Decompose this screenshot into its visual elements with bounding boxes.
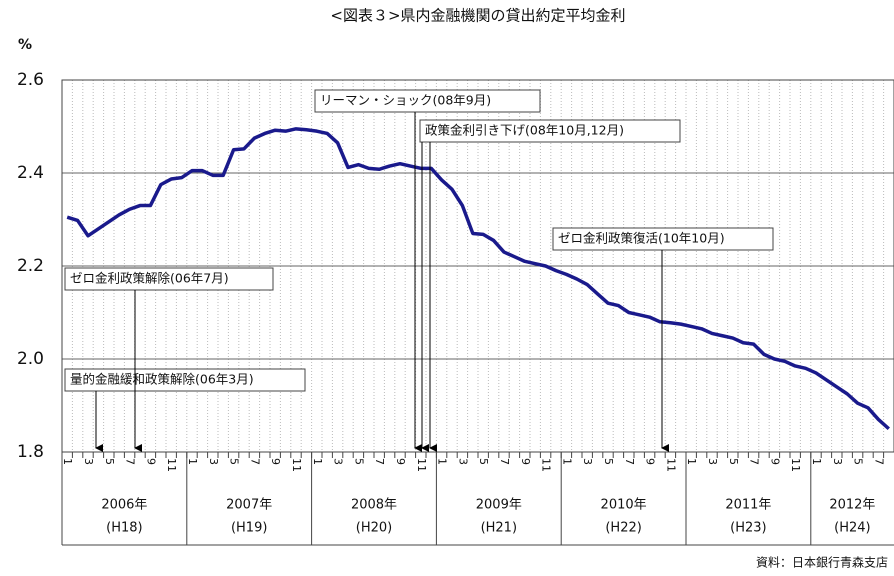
- annotation: 政策金利引き下げ(08年10月,12月): [425, 123, 624, 138]
- y-tick-label: 2.4: [17, 163, 44, 183]
- annotation-box: [64, 368, 306, 392]
- x-tick-label: 7: [124, 458, 137, 465]
- era-label: (H24): [834, 521, 870, 536]
- x-tick-label: 7: [373, 458, 386, 465]
- x-tick-label: 3: [831, 458, 844, 465]
- x-tick-label: 7: [748, 458, 761, 465]
- x-tick-label: 5: [228, 458, 241, 465]
- annotation-box: [552, 227, 774, 251]
- y-tick-label: 2.0: [17, 349, 44, 369]
- era-label: (H19): [231, 521, 267, 536]
- y-tick-label: 2.2: [17, 256, 44, 276]
- x-tick-label: 5: [852, 458, 865, 465]
- x-tick-label: 5: [103, 458, 116, 465]
- annotation-box: [64, 267, 274, 291]
- year-label: 2011年: [725, 498, 771, 513]
- y-tick-label: 1.8: [17, 442, 44, 462]
- x-tick-label: 5: [477, 458, 490, 465]
- x-tick-label: 1: [311, 458, 324, 465]
- annotation: ゼロ金利政策解除(06年7月): [70, 271, 229, 286]
- x-tick-label: 11: [165, 458, 178, 472]
- y-tick-label: 2.6: [17, 70, 44, 90]
- x-tick-label: 11: [415, 458, 428, 472]
- annotation: 量的金融緩和政策解除(06年3月): [70, 372, 254, 387]
- x-tick-label: 11: [540, 458, 553, 472]
- x-tick-label: 5: [602, 458, 615, 465]
- x-tick-label: 5: [352, 458, 365, 465]
- era-label: (H23): [730, 521, 766, 536]
- annotation: リーマン・ショック(08年9月): [320, 93, 491, 108]
- x-tick-label: 11: [789, 458, 802, 472]
- x-tick-label: 7: [248, 458, 261, 465]
- year-label: 2010年: [601, 498, 647, 513]
- x-tick-label: 7: [623, 458, 636, 465]
- era-label: (H22): [605, 521, 641, 536]
- x-tick-label: 7: [498, 458, 511, 465]
- x-tick-label: 1: [436, 458, 449, 465]
- x-tick-label: 9: [144, 458, 157, 465]
- x-tick-label: 1: [810, 458, 823, 465]
- annotation-box: [419, 119, 681, 143]
- x-tick-label: 5: [727, 458, 740, 465]
- era-label: (H20): [356, 521, 392, 536]
- x-tick-label: 1: [560, 458, 573, 465]
- x-tick-label: 7: [872, 458, 885, 465]
- x-tick-label: 9: [269, 458, 282, 465]
- line: [66, 127, 890, 431]
- x-tick-label: 1: [685, 458, 698, 465]
- x-tick-label: 1: [186, 458, 199, 465]
- x-tick-label: 9: [519, 458, 532, 465]
- annotations: [64, 89, 774, 452]
- x-tick-label: 3: [332, 458, 345, 465]
- x-tick-label: 3: [581, 458, 594, 465]
- y-axis-label: %: [18, 37, 32, 53]
- source: 資料：日本銀行青森支店: [756, 555, 888, 570]
- era-label: (H18): [106, 521, 142, 536]
- year-label: 2007年: [226, 498, 272, 513]
- year-label: 2009年: [476, 498, 522, 513]
- x-tick-label: 9: [394, 458, 407, 465]
- annotation: ゼロ金利政策復活(10年10月): [558, 231, 725, 246]
- x-tick-label: 3: [456, 458, 469, 465]
- x-tick-label: 3: [82, 458, 95, 465]
- x-tick-label: 1: [61, 458, 74, 465]
- x-tick-label: 11: [664, 458, 677, 472]
- year-label: 2008年: [351, 498, 397, 513]
- chart-title: <図表３>県内金融機関の貸出約定平均金利: [330, 7, 625, 25]
- x-tick-label: 11: [290, 458, 303, 472]
- x-tick-label: 3: [706, 458, 719, 465]
- year-label: 2012年: [829, 498, 875, 513]
- x-tick-label: 3: [207, 458, 220, 465]
- x-tick-label: 9: [768, 458, 781, 465]
- x-tick-label: 9: [644, 458, 657, 465]
- era-label: (H21): [481, 521, 517, 536]
- year-label: 2006年: [101, 498, 147, 513]
- annotation-box: [314, 89, 541, 113]
